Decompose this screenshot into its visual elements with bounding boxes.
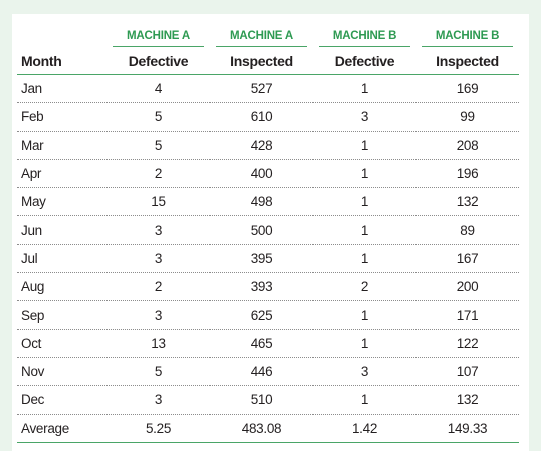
cell-b-defective: 1 bbox=[313, 187, 416, 217]
column-header-a-inspected: Inspected bbox=[210, 47, 313, 75]
group-header-machine-b-inspected: MACHINE B bbox=[416, 19, 519, 47]
cell-b-inspected: 208 bbox=[416, 131, 519, 160]
cell-b-inspected: 196 bbox=[416, 159, 519, 189]
table-row: Jul 3 395 1 167 bbox=[17, 244, 519, 274]
cell-month: Jul bbox=[17, 244, 107, 274]
cell-b-defective: 1 bbox=[313, 244, 416, 274]
average-row: Average 5.25 483.08 1.42 149.33 bbox=[17, 414, 519, 443]
table-row: Aug 2 393 2 200 bbox=[17, 272, 519, 302]
group-label: MACHINE B bbox=[422, 30, 513, 47]
cell-b-defective: 1 bbox=[313, 215, 416, 245]
table-row: Mar 5 428 1 208 bbox=[17, 131, 519, 160]
cell-b-defective: 1 bbox=[313, 300, 416, 330]
cell-a-inspected: 527 bbox=[210, 74, 313, 104]
cell-a-inspected: 446 bbox=[210, 357, 313, 387]
cell-b-inspected: 132 bbox=[416, 187, 519, 217]
cell-b-inspected: 171 bbox=[416, 300, 519, 330]
cell-month: Nov bbox=[17, 357, 107, 387]
cell-b-defective: 3 bbox=[313, 102, 416, 132]
cell-a-defective: 2 bbox=[107, 272, 210, 302]
column-header-b-defective: Defective bbox=[313, 47, 416, 75]
cell-a-defective: 3 bbox=[107, 215, 210, 245]
cell-b-defective: 3 bbox=[313, 357, 416, 387]
cell-month: Sep bbox=[17, 300, 107, 330]
cell-month: Aug bbox=[17, 272, 107, 302]
cell-a-defective: 5 bbox=[107, 102, 210, 132]
cell-a-defective: 2 bbox=[107, 159, 210, 189]
group-label: MACHINE B bbox=[319, 30, 410, 47]
column-header-b-inspected: Inspected bbox=[416, 47, 519, 75]
cell-b-inspected: 149.33 bbox=[416, 414, 519, 443]
cell-b-defective: 2 bbox=[313, 272, 416, 302]
cell-a-inspected: 500 bbox=[210, 215, 313, 245]
cell-b-defective: 1 bbox=[313, 74, 416, 104]
cell-month: Jun bbox=[17, 215, 107, 245]
cell-b-defective: 1 bbox=[313, 329, 416, 358]
cell-a-defective: 5.25 bbox=[107, 414, 210, 443]
cell-b-inspected: 122 bbox=[416, 329, 519, 358]
cell-month: Dec bbox=[17, 385, 107, 415]
defect-table: MACHINE A MACHINE A MACHINE B MACHINE B … bbox=[17, 19, 519, 443]
cell-a-inspected: 465 bbox=[210, 329, 313, 358]
table-row: Jan 4 527 1 169 bbox=[17, 74, 519, 104]
table-row: Sep 3 625 1 171 bbox=[17, 300, 519, 330]
table-row: Jun 3 500 1 89 bbox=[17, 215, 519, 245]
group-header-empty bbox=[17, 19, 107, 47]
cell-a-defective: 3 bbox=[107, 300, 210, 330]
cell-a-inspected: 625 bbox=[210, 300, 313, 330]
cell-a-inspected: 483.08 bbox=[210, 414, 313, 443]
cell-month: May bbox=[17, 187, 107, 217]
cell-b-inspected: 99 bbox=[416, 102, 519, 132]
cell-b-inspected: 200 bbox=[416, 272, 519, 302]
cell-month: Average bbox=[17, 414, 107, 443]
cell-b-inspected: 167 bbox=[416, 244, 519, 274]
cell-a-defective: 15 bbox=[107, 187, 210, 217]
cell-b-defective: 1.42 bbox=[313, 414, 416, 443]
cell-b-inspected: 132 bbox=[416, 385, 519, 415]
cell-month: Jan bbox=[17, 74, 107, 104]
cell-a-inspected: 428 bbox=[210, 131, 313, 160]
cell-a-defective: 5 bbox=[107, 357, 210, 387]
cell-a-defective: 5 bbox=[107, 131, 210, 160]
cell-b-inspected: 107 bbox=[416, 357, 519, 387]
group-header-machine-a-defective: MACHINE A bbox=[107, 19, 210, 47]
table-row: Feb 5 610 3 99 bbox=[17, 102, 519, 132]
cell-a-defective: 4 bbox=[107, 74, 210, 104]
column-header-row: Month Defective Inspected Defective Insp… bbox=[17, 47, 519, 75]
cell-a-inspected: 610 bbox=[210, 102, 313, 132]
group-header-row: MACHINE A MACHINE A MACHINE B MACHINE B bbox=[17, 19, 519, 47]
cell-a-inspected: 498 bbox=[210, 187, 313, 217]
cell-month: Apr bbox=[17, 159, 107, 189]
cell-a-inspected: 510 bbox=[210, 385, 313, 415]
table-header: MACHINE A MACHINE A MACHINE B MACHINE B … bbox=[17, 19, 519, 75]
table-row: Apr 2 400 1 196 bbox=[17, 159, 519, 189]
cell-b-defective: 1 bbox=[313, 385, 416, 415]
cell-a-defective: 3 bbox=[107, 244, 210, 274]
cell-b-defective: 1 bbox=[313, 131, 416, 160]
group-header-machine-b-defective: MACHINE B bbox=[313, 19, 416, 47]
cell-a-inspected: 393 bbox=[210, 272, 313, 302]
cell-b-defective: 1 bbox=[313, 159, 416, 189]
cell-month: Feb bbox=[17, 102, 107, 132]
cell-b-inspected: 169 bbox=[416, 74, 519, 104]
column-header-month: Month bbox=[17, 47, 107, 75]
cell-month: Oct bbox=[17, 329, 107, 358]
group-label: MACHINE A bbox=[113, 30, 204, 47]
table-panel: MACHINE A MACHINE A MACHINE B MACHINE B … bbox=[12, 14, 529, 451]
cell-a-inspected: 395 bbox=[210, 244, 313, 274]
cell-b-inspected: 89 bbox=[416, 215, 519, 245]
table-row: Nov 5 446 3 107 bbox=[17, 357, 519, 387]
cell-a-defective: 13 bbox=[107, 329, 210, 358]
cell-a-inspected: 400 bbox=[210, 159, 313, 189]
table-row: May 15 498 1 132 bbox=[17, 187, 519, 217]
group-header-machine-a-inspected: MACHINE A bbox=[210, 19, 313, 47]
cell-a-defective: 3 bbox=[107, 385, 210, 415]
group-label: MACHINE A bbox=[216, 30, 307, 47]
table-row: Oct 13 465 1 122 bbox=[17, 329, 519, 358]
column-header-a-defective: Defective bbox=[107, 47, 210, 75]
cell-month: Mar bbox=[17, 131, 107, 160]
table-body: Jan 4 527 1 169 Feb 5 610 3 99 Mar 5 428… bbox=[17, 74, 519, 443]
table-row: Dec 3 510 1 132 bbox=[17, 385, 519, 415]
